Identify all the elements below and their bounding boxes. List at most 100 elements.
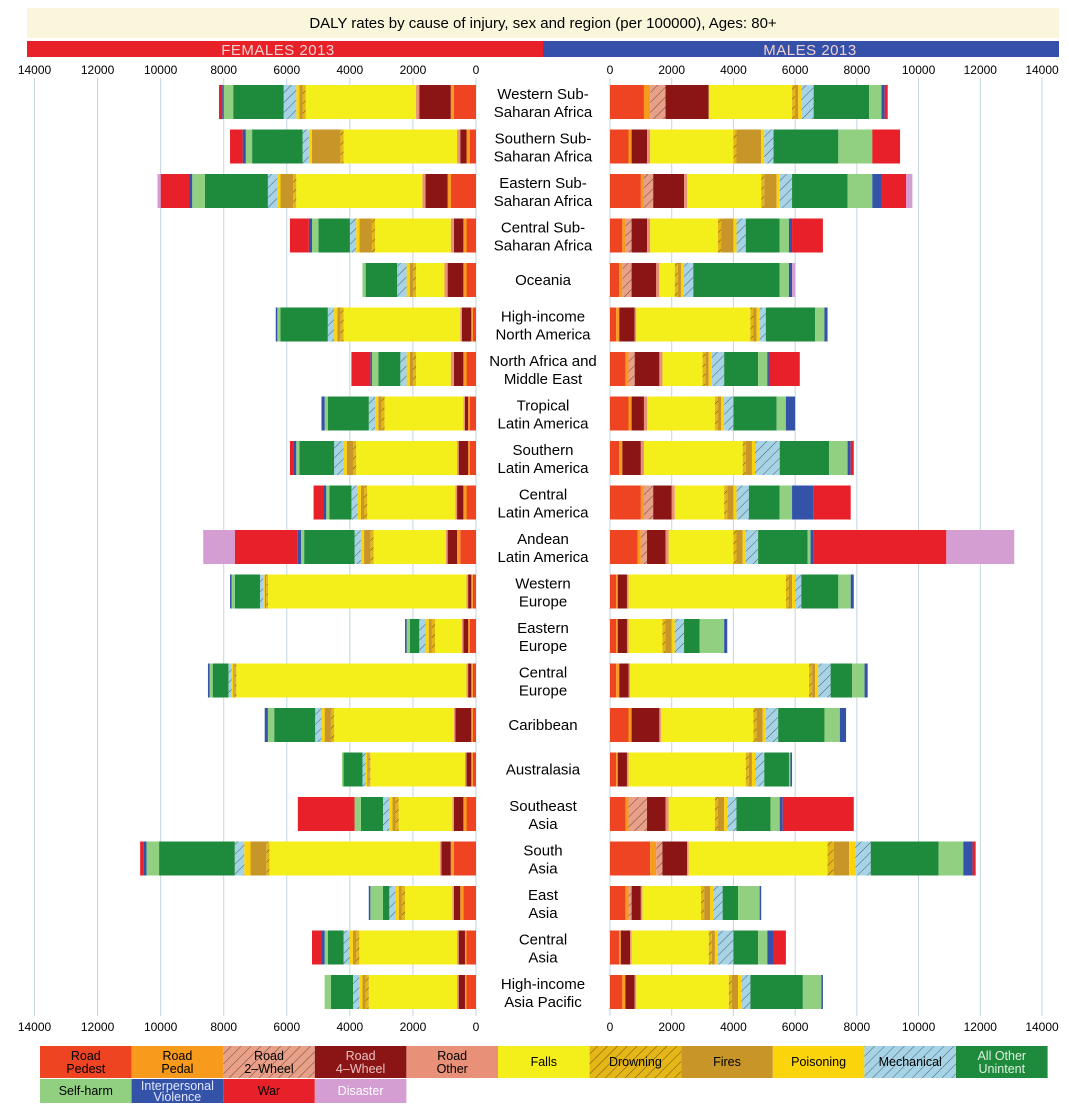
bar-female-poisoning — [360, 530, 365, 564]
bar-hatch — [340, 307, 344, 342]
bar-male-all-other-unintent — [765, 307, 816, 342]
bar-female-all-other-unintent — [343, 752, 363, 787]
region-label-line1: Central — [519, 665, 567, 682]
bar-male-road-4-wheel — [634, 352, 660, 386]
bar-male-all-other-unintent — [733, 930, 759, 965]
region-label: Central Europe — [519, 665, 567, 700]
bar-hatch — [353, 975, 360, 1009]
bar-female-road-pedal — [468, 619, 470, 653]
bar-female-all-other-unintent — [330, 975, 354, 1009]
bar-male-poisoning — [742, 530, 746, 564]
bar-hatch — [728, 975, 732, 1009]
region-label-line1: Central — [519, 487, 567, 504]
bar-male-fires — [727, 485, 734, 520]
bar-male-fires — [718, 396, 722, 431]
bar-hatch — [724, 485, 728, 520]
bar-hatch — [302, 129, 309, 164]
bar-female-fires — [233, 663, 235, 698]
bar-male-fires — [718, 797, 725, 831]
bar-female-self-harm — [324, 975, 331, 1009]
bar-female-road-other — [453, 708, 456, 742]
bar-female-road-4-wheel — [458, 930, 465, 965]
bar-male-road-pedal — [622, 975, 626, 1009]
bar-female-all-other-unintent — [304, 530, 355, 564]
tick-label-male: 14000 — [1025, 1020, 1059, 1034]
bar-male-road-pedest — [610, 886, 626, 920]
bar-male-falls — [628, 619, 663, 653]
bar-female-road-pedal — [450, 85, 454, 119]
bar-hatch — [745, 752, 749, 787]
bar-male-road-pedal — [616, 619, 618, 653]
bar-male-all-other-unintent — [764, 752, 789, 787]
bar-female-road-pedal — [463, 797, 467, 831]
bar-female-interpersonal-violence — [370, 352, 372, 386]
bar-female-road-pedal — [463, 218, 467, 253]
tick-label-male: 8000 — [844, 63, 871, 77]
region-label: North Africa and Middle East — [489, 353, 597, 388]
tick-label-male: 6000 — [782, 1020, 809, 1034]
bar-male-all-other-unintent — [773, 129, 839, 164]
bar-male-road-pedest — [610, 752, 617, 787]
tick-label-female: 8000 — [210, 1020, 237, 1034]
bar-female-road-pedal — [471, 752, 473, 787]
bar-hatch — [818, 663, 831, 698]
region-label-line1: Oceania — [515, 272, 572, 289]
bar-female-road-pedal — [471, 663, 473, 698]
bar-hatch — [662, 619, 666, 653]
bar-male-war — [813, 485, 851, 520]
region-label-line1: North Africa and — [489, 353, 597, 370]
bar-female-disaster — [203, 530, 235, 564]
bar-male-all-other-unintent — [813, 85, 870, 119]
bar-male-road-pedest — [610, 574, 617, 609]
bar-female-road-pedal — [464, 975, 467, 1009]
bar-female-road-pedal — [466, 129, 470, 164]
bar-male-poisoning — [733, 485, 737, 520]
bar-hatch — [628, 886, 632, 920]
bar-female-interpersonal-violence — [321, 930, 325, 965]
bar-male-interpersonal-violence — [788, 263, 793, 297]
bar-female-all-other-unintent — [274, 708, 316, 742]
bar-female-interpersonal-violence — [323, 485, 327, 520]
bar-hatch — [827, 841, 834, 876]
bar-male-road-pedest — [610, 841, 651, 876]
bar-female-road-pedal — [471, 708, 473, 742]
bar-female-road-pedal — [471, 574, 473, 609]
bar-hatch — [656, 841, 663, 876]
bar-male-fires — [756, 708, 763, 742]
bar-male-road-4-wheel — [653, 485, 672, 520]
bar-female-all-other-unintent — [365, 263, 398, 297]
region-label-line2: Asia — [528, 950, 558, 967]
tick-label-female: 6000 — [273, 63, 300, 77]
bar-hatch — [368, 752, 371, 787]
x-axis-bottom: 14000 12000 10000 8000 6000 4000 2000 0 0 2000 400… — [18, 1020, 1059, 1034]
legend-label: Road — [254, 1049, 284, 1063]
bar-female-fires — [378, 396, 382, 431]
bar-hatch — [302, 85, 306, 119]
bar-male-road-other — [656, 263, 660, 297]
bar-female-fires — [364, 530, 371, 564]
bar-female-road-4-wheel — [453, 218, 464, 253]
bar-male-fires — [721, 218, 734, 253]
bar-male-self-harm — [779, 218, 789, 253]
region-label-line2: Latin America — [498, 416, 590, 433]
bar-male-road-pedal — [637, 530, 641, 564]
bar-hatch — [684, 263, 694, 297]
bar-male-fires — [753, 307, 757, 342]
bar-male-road-pedal — [625, 886, 629, 920]
bar-male-falls — [662, 352, 703, 386]
bar-male-war — [768, 352, 800, 386]
males-band — [543, 41, 1059, 57]
bar-female-road-4-wheel — [455, 708, 472, 742]
bar-hatch — [628, 797, 648, 831]
region-label: Caribbean — [508, 717, 577, 734]
region-label-line2: Latin America — [498, 549, 590, 566]
bar-male-falls — [643, 441, 743, 475]
bar-hatch — [785, 574, 789, 609]
bar-male-road-other — [630, 930, 632, 965]
bar-female-road-other — [457, 930, 459, 965]
bar-female-war — [297, 797, 355, 831]
bar-male-road-pedal — [625, 352, 629, 386]
bar-hatch — [792, 85, 796, 119]
bar-hatch — [755, 752, 765, 787]
